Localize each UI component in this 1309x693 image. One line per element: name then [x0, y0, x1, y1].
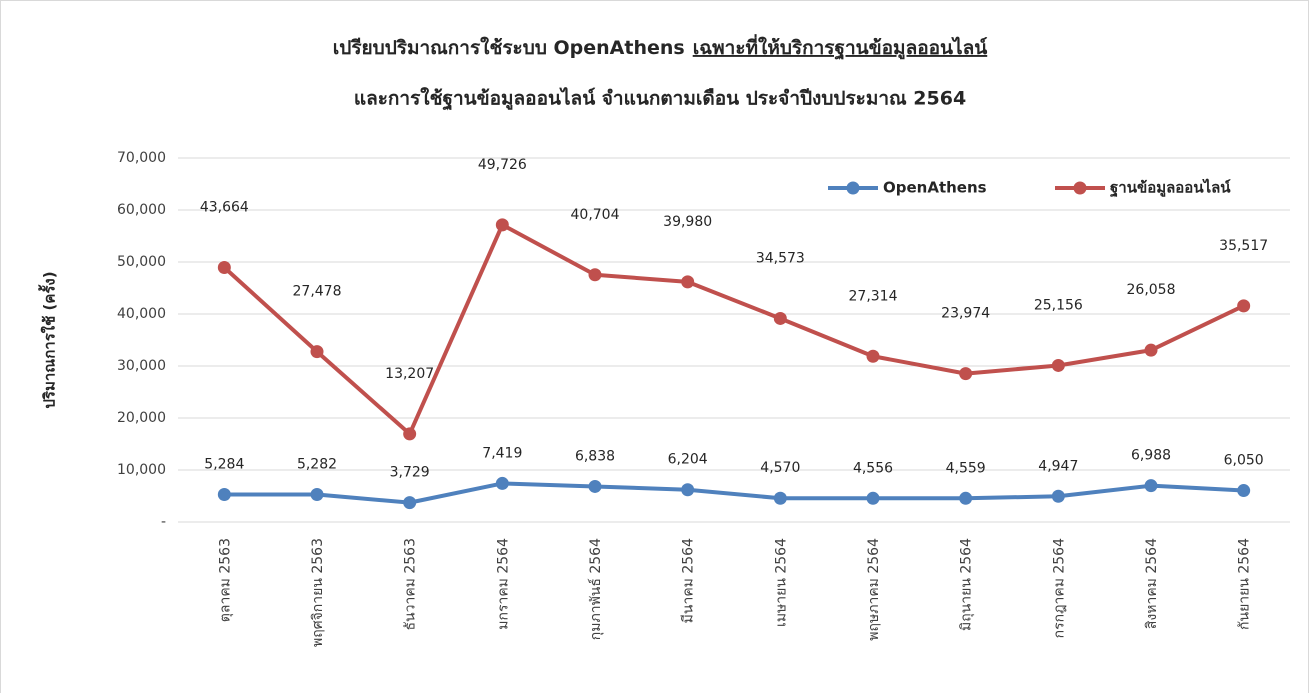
data-point	[403, 427, 417, 441]
y-tick-label: 70,000	[117, 150, 166, 166]
data-label: 35,517	[1219, 238, 1268, 254]
y-tick-label: 10,000	[117, 462, 166, 478]
legend-marker	[846, 181, 860, 195]
data-point	[959, 367, 973, 381]
data-point	[773, 311, 787, 325]
x-tick-label: มีนาคม 2564	[681, 538, 697, 623]
legend-marker	[1073, 181, 1087, 195]
data-label: 4,556	[853, 460, 893, 476]
data-point	[1237, 484, 1251, 498]
x-tick-label: กรกฎาคม 2564	[1051, 538, 1067, 638]
data-label: 27,478	[293, 284, 342, 300]
data-point	[588, 479, 602, 493]
data-point	[217, 260, 231, 274]
data-point	[1051, 358, 1065, 372]
data-point	[310, 488, 324, 502]
data-point	[773, 491, 787, 505]
data-point	[959, 491, 973, 505]
data-point	[866, 491, 880, 505]
title-underlined: เฉพาะที่ให้บริการฐานข้อมูลออนไลน์	[693, 34, 988, 61]
data-label: 40,704	[571, 207, 620, 223]
data-point	[681, 483, 695, 497]
data-label: 4,559	[946, 460, 986, 476]
data-label: 5,284	[204, 457, 244, 473]
data-label: 3,729	[390, 465, 430, 481]
y-tick-label: -	[161, 514, 166, 530]
title-part: เปรียบปริมาณการใช้ระบบ OpenAthens	[333, 36, 685, 59]
data-point	[403, 496, 417, 510]
y-tick-label: 20,000	[117, 410, 166, 426]
y-tick-label: 30,000	[117, 358, 166, 374]
data-label: 13,207	[385, 366, 434, 382]
data-point	[866, 349, 880, 363]
data-label: 23,974	[941, 306, 990, 322]
x-tick-label: กันยายน 2564	[1237, 538, 1253, 630]
x-tick-label: ตุลาคม 2563	[217, 538, 233, 622]
x-tick-label: มิถุนายน 2564	[959, 538, 975, 631]
data-point	[681, 275, 695, 289]
y-tick-label: 50,000	[117, 254, 166, 270]
data-label: 27,314	[849, 288, 898, 304]
data-label: 5,282	[297, 457, 337, 473]
data-label: 25,156	[1034, 297, 1083, 313]
data-point	[1144, 479, 1158, 493]
x-tick-label: เมษายน 2564	[773, 538, 789, 627]
y-tick-label: 60,000	[117, 202, 166, 218]
data-point	[217, 488, 231, 502]
data-label: 6,838	[575, 448, 615, 464]
data-label: 6,050	[1224, 453, 1264, 469]
data-point	[495, 476, 509, 490]
data-point	[310, 345, 324, 359]
data-label: 7,419	[482, 445, 522, 461]
x-tick-label: สิงหาคม 2564	[1144, 538, 1160, 629]
data-point	[1144, 343, 1158, 357]
data-label: 6,988	[1131, 448, 1171, 464]
series-line	[224, 481, 1244, 505]
chart-title-line1: เปรียบปริมาณการใช้ระบบ OpenAthens เฉพาะที…	[333, 34, 988, 61]
x-tick-label: กุมภาพันธ์ 2564	[587, 538, 604, 640]
data-label: 39,980	[663, 214, 712, 230]
legend-label: ฐานข้อมูลออนไลน์	[1110, 178, 1231, 198]
y-tick-label: 40,000	[117, 306, 166, 322]
legend-label: OpenAthens	[883, 179, 987, 197]
x-tick-label: พฤษภาคม 2564	[866, 538, 882, 641]
series-line	[222, 222, 1245, 436]
x-tick-label: พฤศจิกายน 2563	[310, 538, 326, 647]
data-label: 26,058	[1127, 282, 1176, 298]
chart-title-line2: และการใช้ฐานข้อมูลออนไลน์ จำแนกตามเดือน …	[354, 87, 966, 112]
y-axis-title: ปริมาณการใช้ (ครั้ง)	[38, 271, 59, 408]
data-label: 49,726	[478, 157, 527, 173]
data-point	[1051, 489, 1065, 503]
data-point	[495, 218, 509, 232]
data-point	[1237, 299, 1251, 313]
data-label: 6,204	[668, 452, 708, 468]
x-tick-label: ธันวาคม 2563	[403, 538, 419, 631]
x-tick-label: มกราคม 2564	[495, 538, 511, 630]
data-label: 4,570	[760, 460, 800, 476]
data-label: 43,664	[200, 199, 249, 215]
data-point	[588, 268, 602, 282]
data-label: 34,573	[756, 250, 805, 266]
data-label: 4,947	[1038, 458, 1078, 474]
